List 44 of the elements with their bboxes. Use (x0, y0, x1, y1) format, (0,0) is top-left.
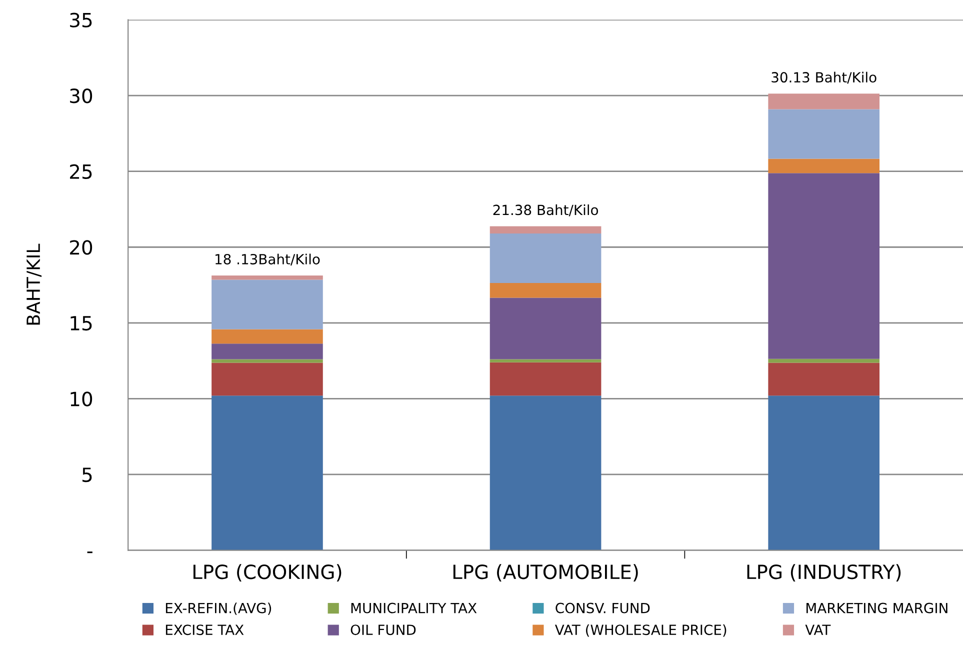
legend-label: CONSV. FUND (556, 602, 650, 614)
bar (490, 396, 602, 550)
legend-label: VAT (805, 624, 831, 635)
bar (768, 396, 880, 550)
bar (212, 329, 323, 344)
legend-label: OIL FUND (350, 624, 416, 636)
bar (490, 283, 602, 298)
bar (212, 362, 323, 396)
bar (490, 298, 602, 360)
bar (490, 226, 602, 234)
y-tick-label: 10 (70, 392, 92, 406)
y-tick-label: - (87, 552, 92, 554)
bar (490, 359, 602, 362)
bar (212, 344, 323, 360)
legend-label: EX-REFIN.(AVG) (166, 602, 272, 615)
bar (212, 396, 323, 550)
bar (490, 362, 602, 396)
y-tick-label: 15 (70, 316, 92, 331)
x-tick-label: LPG (AUTOMOBILE) (453, 564, 638, 582)
legend-label: MUNICIPALITY TAX (351, 602, 477, 614)
y-tick-label: 20 (70, 240, 92, 255)
x-tick-label: LPG (COOKING) (194, 564, 342, 582)
y-tick-label: 25 (70, 164, 92, 180)
bar (768, 109, 880, 159)
y-axis-title: BAHT/KIL (26, 244, 42, 325)
bar (768, 158, 880, 174)
bar (212, 280, 323, 330)
y-tick-label: 30 (70, 88, 92, 104)
bar (768, 362, 880, 396)
legend-label: EXCISE TAX (166, 624, 244, 636)
bar (212, 359, 323, 363)
total-label: 21.38 Baht/Kilo (493, 204, 598, 216)
total-label: 30.13 Baht/Kilo (772, 72, 876, 84)
bar (768, 173, 880, 359)
y-tick-label: 35 (70, 12, 92, 28)
total-label: 18 .13Baht/Kilo (216, 254, 320, 266)
bar (768, 94, 880, 110)
x-tick-label: LPG (INDUSTRY) (747, 564, 901, 582)
bar (768, 358, 880, 363)
bar (490, 233, 602, 284)
legend-label: VAT (WHOLESALE PRICE) (554, 624, 726, 637)
y-tick-label: 5 (82, 468, 92, 482)
legend-label: MARKETING MARGIN (806, 602, 948, 614)
bar (212, 275, 323, 280)
